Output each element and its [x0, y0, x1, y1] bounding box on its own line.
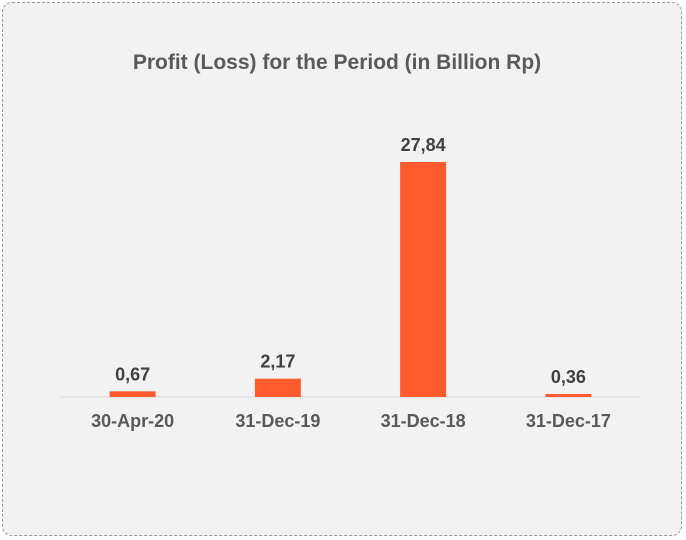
tick-label-31-Dec-17: 31-Dec-17 [526, 411, 611, 431]
tick-label-31-Dec-18: 31-Dec-18 [381, 411, 466, 431]
bar-31-Dec-17 [545, 393, 592, 397]
data-label-30-Apr-20: 0,67 [115, 364, 150, 384]
bar-chart: 0,67 30-Apr-20 2,17 31-Dec-19 27,84 31-Dec-18… [60, 135, 641, 431]
tick-label-31-Dec-19: 31-Dec-19 [235, 411, 320, 431]
bar-31-Dec-19 [254, 378, 301, 397]
data-label-31-Dec-17: 0,36 [551, 367, 586, 387]
data-label-31-Dec-18: 27,84 [401, 135, 446, 155]
data-label-31-Dec-19: 2,17 [260, 352, 295, 372]
bar-30-Apr-20 [109, 391, 156, 397]
chart-title: Profit (Loss) for the Period (in Billion… [132, 51, 542, 74]
bar-31-Dec-18 [400, 162, 447, 397]
tick-label-30-Apr-20: 30-Apr-20 [91, 411, 174, 431]
